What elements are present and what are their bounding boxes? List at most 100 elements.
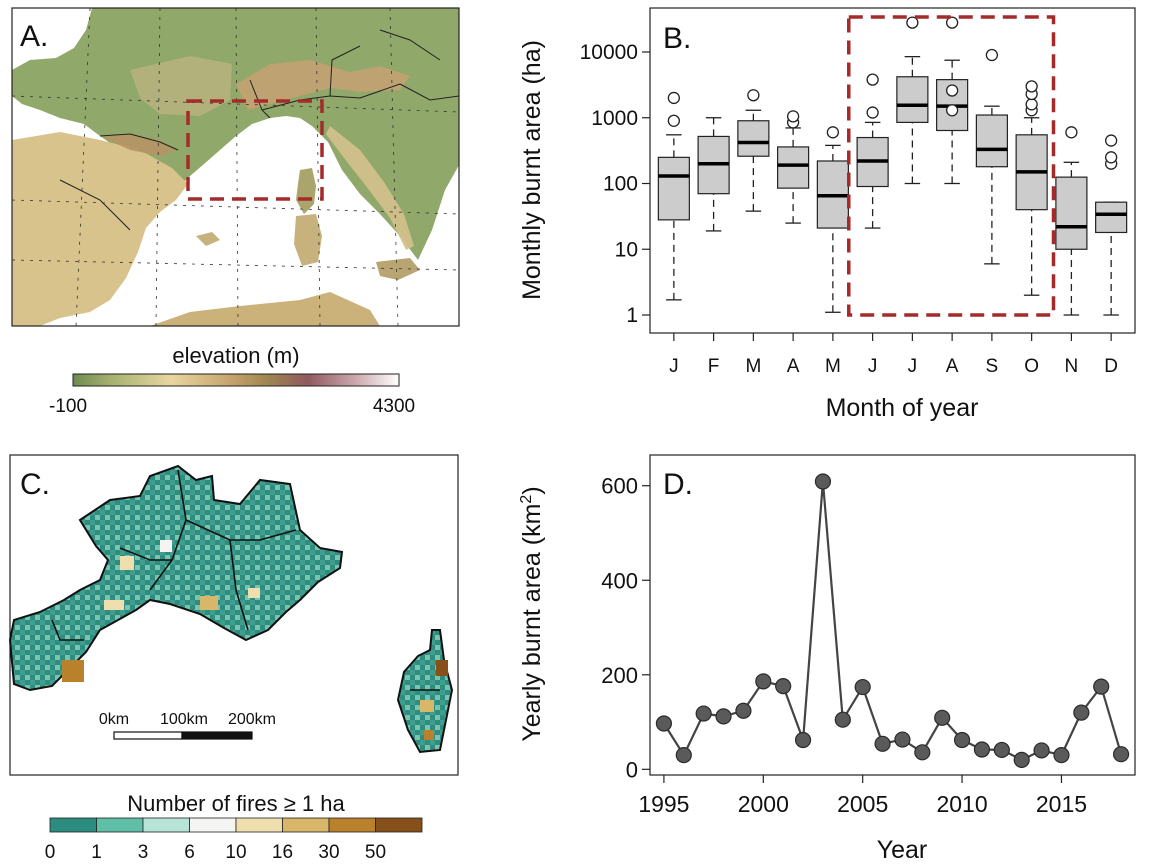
iqr-box — [657, 156, 690, 221]
scale-label-0: 0km — [99, 711, 129, 728]
fires-colorbar-swatch — [282, 817, 330, 833]
panel-d-y-tick-label: 600 — [601, 474, 638, 499]
month-box-4 — [816, 126, 849, 313]
year-point — [814, 473, 832, 490]
year-point — [914, 744, 931, 761]
iqr-box — [737, 120, 770, 157]
iqr-box — [1095, 201, 1128, 234]
year-point — [755, 673, 772, 690]
year-point — [894, 731, 911, 748]
panel-d-y-tick-label: 200 — [601, 663, 638, 688]
panel-b-y-tick-label: 10 — [615, 238, 638, 261]
outlier-point — [747, 89, 760, 102]
year-point — [1053, 747, 1070, 764]
year-point — [854, 678, 871, 696]
fires-colorbar-title: Number of fires ≥ 1 ha — [127, 791, 345, 816]
year-point — [953, 731, 971, 749]
month-box-3 — [777, 110, 810, 224]
scale-label-100: 100km — [160, 711, 208, 728]
panel-b-y-axis: 1 10 100 1000 10000 — [580, 41, 650, 327]
year-point — [993, 741, 1010, 759]
island-corsica — [296, 168, 316, 214]
panel-d-x-tick-label: 1995 — [638, 791, 689, 817]
outlier-point — [826, 126, 840, 139]
panel-d-y-tick-label: 400 — [601, 568, 638, 593]
panel-b-x-tick-label: M — [745, 356, 761, 377]
year-point — [1033, 742, 1050, 759]
fires-colorbar-label: 6 — [184, 842, 195, 863]
yearly-burnt-area-line — [662, 481, 1123, 762]
panel-d-x-tick-label: 2010 — [936, 791, 987, 817]
panel-d-x-tick-label: 2005 — [837, 791, 888, 817]
panel-b-x-tick-label: O — [1024, 356, 1039, 377]
panel-b-x-label: Month of year — [826, 394, 979, 422]
fires-colorbar-label: 50 — [365, 842, 386, 863]
panel-d-letter: D. — [663, 468, 693, 501]
land-france-italy — [12, 8, 459, 260]
panel-b-y-tick-label: 1000 — [591, 107, 638, 130]
fires-colorbar-label: 3 — [138, 842, 149, 863]
panel-d-series — [655, 473, 1130, 768]
region-provence-languedoc — [8, 464, 344, 692]
panel-d-y-tick-label: 0 — [626, 757, 638, 782]
panel-b-x-tick-label: F — [708, 356, 720, 377]
apennines — [326, 126, 414, 250]
department-borders — [51, 469, 440, 691]
month-box-11 — [1095, 134, 1128, 316]
outlier-point — [945, 84, 959, 97]
panel-b-x-tick-label: S — [986, 356, 999, 377]
panel-b-boxplot: B. 1 10 100 1000 10000 J F M A M J J A S O N D Month of… — [518, 7, 1136, 422]
island-balearic — [196, 232, 220, 246]
panel-b-y-tick-label: 100 — [603, 173, 638, 196]
outlier-point — [985, 48, 999, 62]
year-point — [834, 711, 851, 728]
fires-colorbar-label: 1 — [91, 842, 102, 863]
panel-c-letter: C. — [20, 468, 50, 501]
panel-b-boxes — [657, 16, 1128, 316]
month-box-2 — [737, 89, 770, 212]
fires-colorbar-swatch — [375, 817, 423, 833]
outlier-point — [1065, 126, 1078, 139]
year-point — [794, 731, 812, 749]
panel-a-frame — [11, 7, 460, 327]
outlier-point — [1025, 98, 1038, 111]
outlier-point — [667, 114, 681, 127]
pyrenees-ridge — [100, 134, 176, 156]
month-box-9 — [1015, 80, 1048, 296]
panel-b-x-tick-label: D — [1104, 356, 1118, 377]
outlier-point — [1104, 151, 1118, 164]
panel-d-x-label: Year — [877, 836, 928, 864]
month-box-7 — [936, 16, 969, 185]
year-point — [735, 702, 752, 719]
month-box-0 — [657, 91, 690, 301]
fires-colorbar: 0 1 3 6 10 16 30 50 — [45, 817, 423, 863]
land-iberia — [12, 132, 188, 326]
land-north-africa — [150, 292, 380, 326]
panel-b-x-tick-label: J — [868, 356, 878, 377]
month-box-5 — [856, 73, 889, 229]
outlier-point — [945, 104, 959, 117]
year-point — [655, 715, 673, 732]
graticule — [12, 8, 459, 326]
year-point — [1093, 678, 1110, 695]
year-point — [1013, 751, 1030, 768]
panel-d-x-tick-label: 2000 — [738, 791, 789, 817]
fires-colorbar-swatch — [96, 817, 144, 833]
year-point — [874, 735, 891, 752]
fires-colorbar-swatch — [328, 817, 376, 833]
panel-a-map — [12, 8, 459, 326]
fires-colorbar-swatch — [235, 817, 283, 833]
island-sardinia — [294, 214, 322, 266]
panel-d-frame — [649, 454, 1136, 776]
month-box-6 — [896, 16, 929, 185]
panel-d-x-axis: 1995 2000 2005 2010 2015 — [638, 775, 1087, 817]
island-sicily — [376, 258, 420, 280]
panel-b-x-tick-label: J — [669, 356, 679, 377]
panel-d-y-axis: 0 200 400 600 — [601, 474, 650, 782]
elevation-colorbar — [72, 373, 400, 387]
fires-colorbar-swatch — [189, 817, 237, 833]
fires-colorbar-label: 16 — [272, 842, 293, 863]
